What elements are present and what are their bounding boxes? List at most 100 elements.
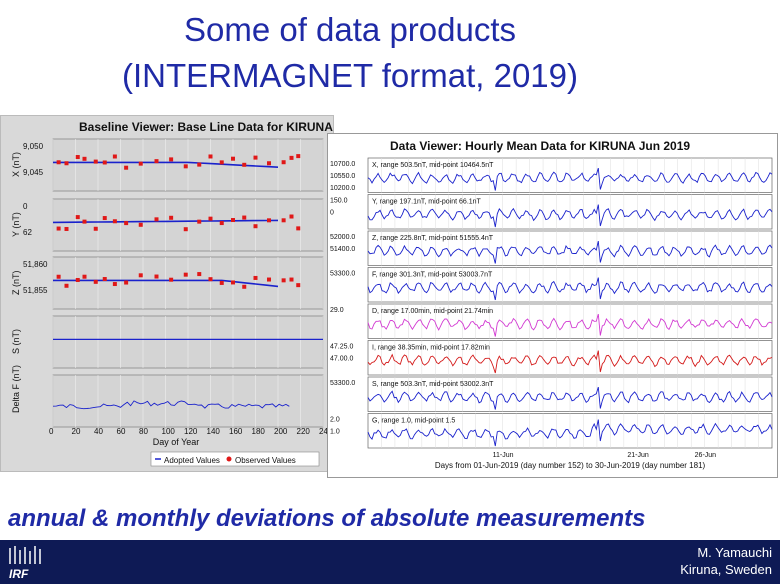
hourly-tick-label: 52000.0 bbox=[330, 234, 355, 241]
hourly-tick-label: 2.0 bbox=[330, 417, 340, 424]
hourly-tick-label: 29.0 bbox=[330, 307, 344, 314]
baseline-observed-point bbox=[56, 226, 61, 231]
baseline-observed-point bbox=[197, 219, 202, 224]
hourly-tick-label: 10200.0 bbox=[330, 185, 355, 192]
hourly-panel-2: Z, range 225.8nT, mid-point 51555.4nT 520… bbox=[330, 230, 773, 266]
hourly-panel-caption: Y, range 197.1nT, mid-point 66.1nT bbox=[372, 199, 482, 206]
baseline-observed-point bbox=[253, 224, 258, 229]
hourly-series-line bbox=[367, 204, 773, 228]
baseline-deltaf-line bbox=[52, 400, 290, 410]
baseline-observed-point bbox=[82, 219, 87, 224]
baseline-observed-point bbox=[124, 280, 129, 285]
hourly-panel-caption: S, range 503.3nT, mid-point 53002.3nT bbox=[372, 381, 494, 388]
baseline-panel-3: S (nT) bbox=[11, 315, 324, 369]
baseline-tick-label: 51,855 bbox=[23, 286, 48, 295]
baseline-tick-label: 0 bbox=[23, 202, 28, 211]
hourly-tick-label: 47.25.0 bbox=[330, 344, 353, 351]
baseline-x-tick: 40 bbox=[94, 427, 103, 436]
baseline-observed-point bbox=[197, 272, 202, 277]
baseline-observed-point bbox=[56, 274, 61, 279]
baseline-observed-point bbox=[197, 162, 202, 167]
baseline-observed-point bbox=[64, 283, 69, 288]
hourly-tick-label: 53300.0 bbox=[330, 271, 355, 278]
baseline-observed-point bbox=[219, 221, 224, 226]
author-name: M. Yamauchi bbox=[697, 545, 772, 560]
hourly-tick-label: 0 bbox=[330, 210, 334, 217]
baseline-observed-point bbox=[64, 161, 69, 166]
baseline-x-tick: 100 bbox=[162, 427, 176, 436]
baseline-observed-point bbox=[231, 218, 235, 223]
hourly-panel-caption: D, range 17.00min, mid-point 21.74min bbox=[372, 308, 493, 315]
baseline-observed-point bbox=[75, 277, 80, 282]
baseline-observed-point bbox=[102, 216, 107, 221]
baseline-observed-point bbox=[169, 277, 174, 282]
author-block: M. Yamauchi Kiruna, Sweden bbox=[680, 544, 772, 578]
irf-logo-icon: IRF bbox=[9, 546, 41, 580]
hourly-panel-caption: F, range 301.3nT, mid-point 53003.7nT bbox=[372, 272, 493, 279]
baseline-observed-point bbox=[138, 273, 143, 278]
hourly-panel-3: F, range 301.3nT, mid-point 53003.7nT 533… bbox=[330, 267, 773, 303]
baseline-panel-label: Y (nT) bbox=[11, 212, 21, 237]
baseline-viewer-panel: Baseline Viewer: Base Line Data for KIRU… bbox=[0, 115, 363, 472]
baseline-panel-0: X (nT)9,050 9,045 bbox=[11, 138, 324, 192]
baseline-viewer-title: Baseline Viewer: Base Line Data for KIRU… bbox=[79, 120, 333, 134]
hourly-series-line bbox=[367, 241, 773, 264]
baseline-observed-point bbox=[231, 280, 235, 285]
hourly-panel-caption: X, range 503.5nT, mid-point 10464.5nT bbox=[372, 162, 494, 169]
baseline-observed-point bbox=[169, 157, 174, 162]
hourly-tick-label: 10550.0 bbox=[330, 173, 355, 180]
baseline-adopted-line bbox=[53, 279, 279, 288]
baseline-x-label: Day of Year bbox=[153, 437, 200, 447]
baseline-tick-label: 9,045 bbox=[23, 168, 44, 177]
baseline-x-tick: 120 bbox=[184, 427, 198, 436]
baseline-x-tick: 180 bbox=[252, 427, 266, 436]
baseline-x-tick: 0 bbox=[49, 427, 54, 436]
hourly-panel-caption: I, range 38.35min, mid-point 17.82min bbox=[372, 345, 490, 352]
baseline-legend: Adopted Values Observed Values bbox=[150, 451, 320, 467]
baseline-legend-adopted: Adopted Values bbox=[164, 456, 220, 465]
baseline-observed-point bbox=[253, 155, 258, 160]
baseline-observed-point bbox=[253, 275, 258, 280]
hourly-viewer-title: Data Viewer: Hourly Mean Data for KIRUNA… bbox=[390, 139, 690, 153]
baseline-x-tick: 200 bbox=[274, 427, 288, 436]
author-location: Kiruna, Sweden bbox=[680, 562, 772, 577]
baseline-observed-point bbox=[242, 162, 247, 167]
baseline-x-tick: 160 bbox=[229, 427, 243, 436]
baseline-observed-point bbox=[296, 283, 301, 288]
baseline-observed-point bbox=[296, 154, 301, 159]
baseline-observed-point bbox=[56, 160, 61, 165]
hourly-panel-4: D, range 17.00min, mid-point 21.74min 29.… bbox=[330, 303, 773, 339]
baseline-observed-point bbox=[93, 159, 98, 164]
baseline-tick-label: 62 bbox=[23, 228, 32, 237]
baseline-observed-point bbox=[242, 215, 247, 220]
baseline-observed-point bbox=[154, 159, 159, 164]
hourly-series-line bbox=[367, 167, 773, 191]
baseline-observed-point bbox=[296, 226, 301, 231]
baseline-observed-point bbox=[242, 284, 247, 289]
baseline-observed-point bbox=[102, 277, 107, 282]
baseline-x-tick: 60 bbox=[117, 427, 126, 436]
baseline-observed-point bbox=[75, 155, 80, 160]
baseline-panel-label: X (nT) bbox=[11, 152, 21, 177]
hourly-tick-label: 10700.0 bbox=[330, 161, 355, 168]
baseline-panel-label: Z (nT) bbox=[11, 271, 21, 296]
baseline-adopted-line bbox=[52, 219, 279, 224]
hourly-x-tick: 11-Jun bbox=[493, 452, 514, 459]
hourly-tick-label: 150.0 bbox=[330, 198, 348, 205]
baseline-observed-point bbox=[138, 161, 143, 166]
hourly-tick-label: 53300.0 bbox=[330, 380, 355, 387]
baseline-observed-point bbox=[267, 218, 271, 223]
baseline-observed-point bbox=[267, 277, 271, 282]
baseline-observed-point bbox=[183, 227, 188, 232]
baseline-adopted-line bbox=[53, 161, 279, 168]
hourly-panel-caption: G, range 1.0, mid-point 1.5 bbox=[372, 418, 455, 425]
baseline-observed-point bbox=[93, 226, 98, 231]
baseline-observed-point bbox=[231, 156, 235, 161]
baseline-observed-point bbox=[124, 165, 129, 170]
baseline-legend-box bbox=[150, 451, 320, 467]
baseline-observed-point bbox=[75, 215, 80, 220]
hourly-series-line bbox=[367, 313, 773, 337]
baseline-observed-point bbox=[169, 215, 174, 220]
hourly-tick-label: 51400.0 bbox=[330, 246, 355, 253]
hourly-x-label: Days from 01-Jun-2019 (day number 152) t… bbox=[435, 461, 706, 470]
